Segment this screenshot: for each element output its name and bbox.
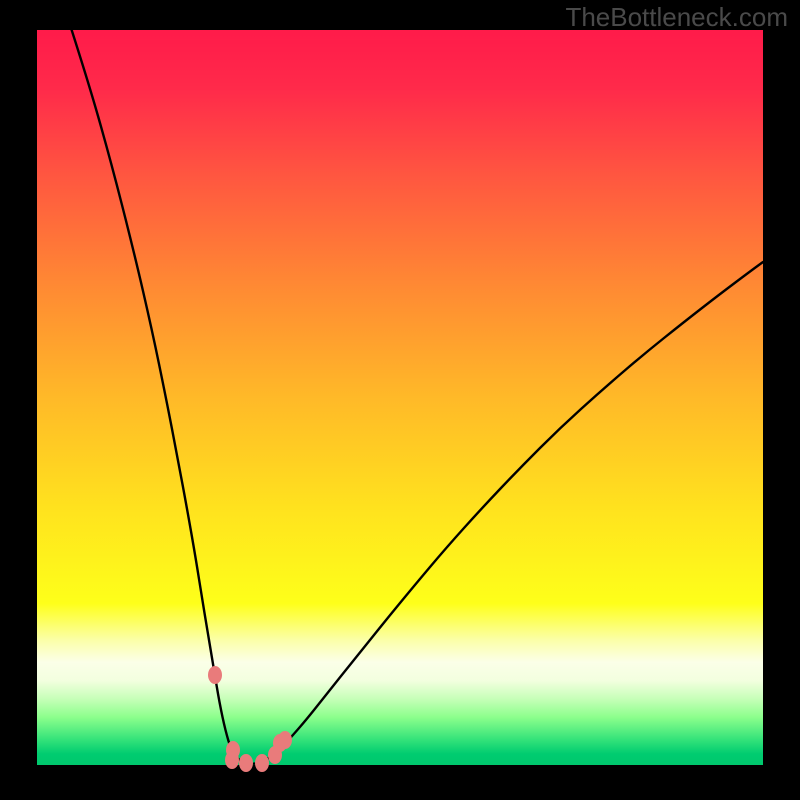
- data-marker: [278, 731, 292, 749]
- chart-svg: [0, 0, 800, 800]
- data-marker: [225, 751, 239, 769]
- data-markers: [208, 666, 292, 772]
- data-marker: [255, 754, 269, 772]
- chart-stage: TheBottleneck.com: [0, 0, 800, 800]
- data-marker: [208, 666, 222, 684]
- data-marker: [239, 754, 253, 772]
- bottleneck-curve: [62, 0, 763, 764]
